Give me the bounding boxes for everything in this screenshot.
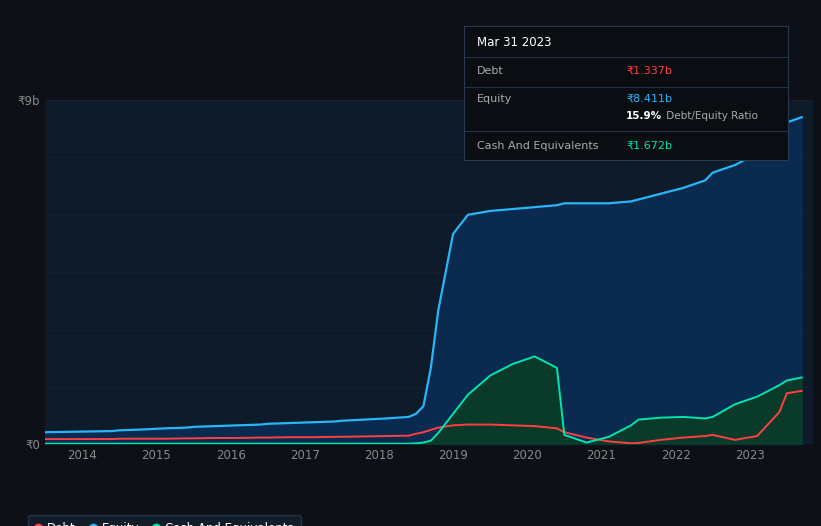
Legend: Debt, Equity, Cash And Equivalents: Debt, Equity, Cash And Equivalents [28, 515, 300, 526]
Text: 15.9%: 15.9% [626, 111, 663, 121]
Text: Debt: Debt [477, 66, 503, 76]
Text: Equity: Equity [477, 94, 512, 104]
Text: ₹1.337b: ₹1.337b [626, 66, 672, 76]
Text: ₹1.672b: ₹1.672b [626, 140, 672, 150]
Text: ₹8.411b: ₹8.411b [626, 94, 672, 104]
Text: Debt/Equity Ratio: Debt/Equity Ratio [663, 111, 758, 121]
Text: Mar 31 2023: Mar 31 2023 [477, 36, 552, 49]
Text: Cash And Equivalents: Cash And Equivalents [477, 140, 599, 150]
